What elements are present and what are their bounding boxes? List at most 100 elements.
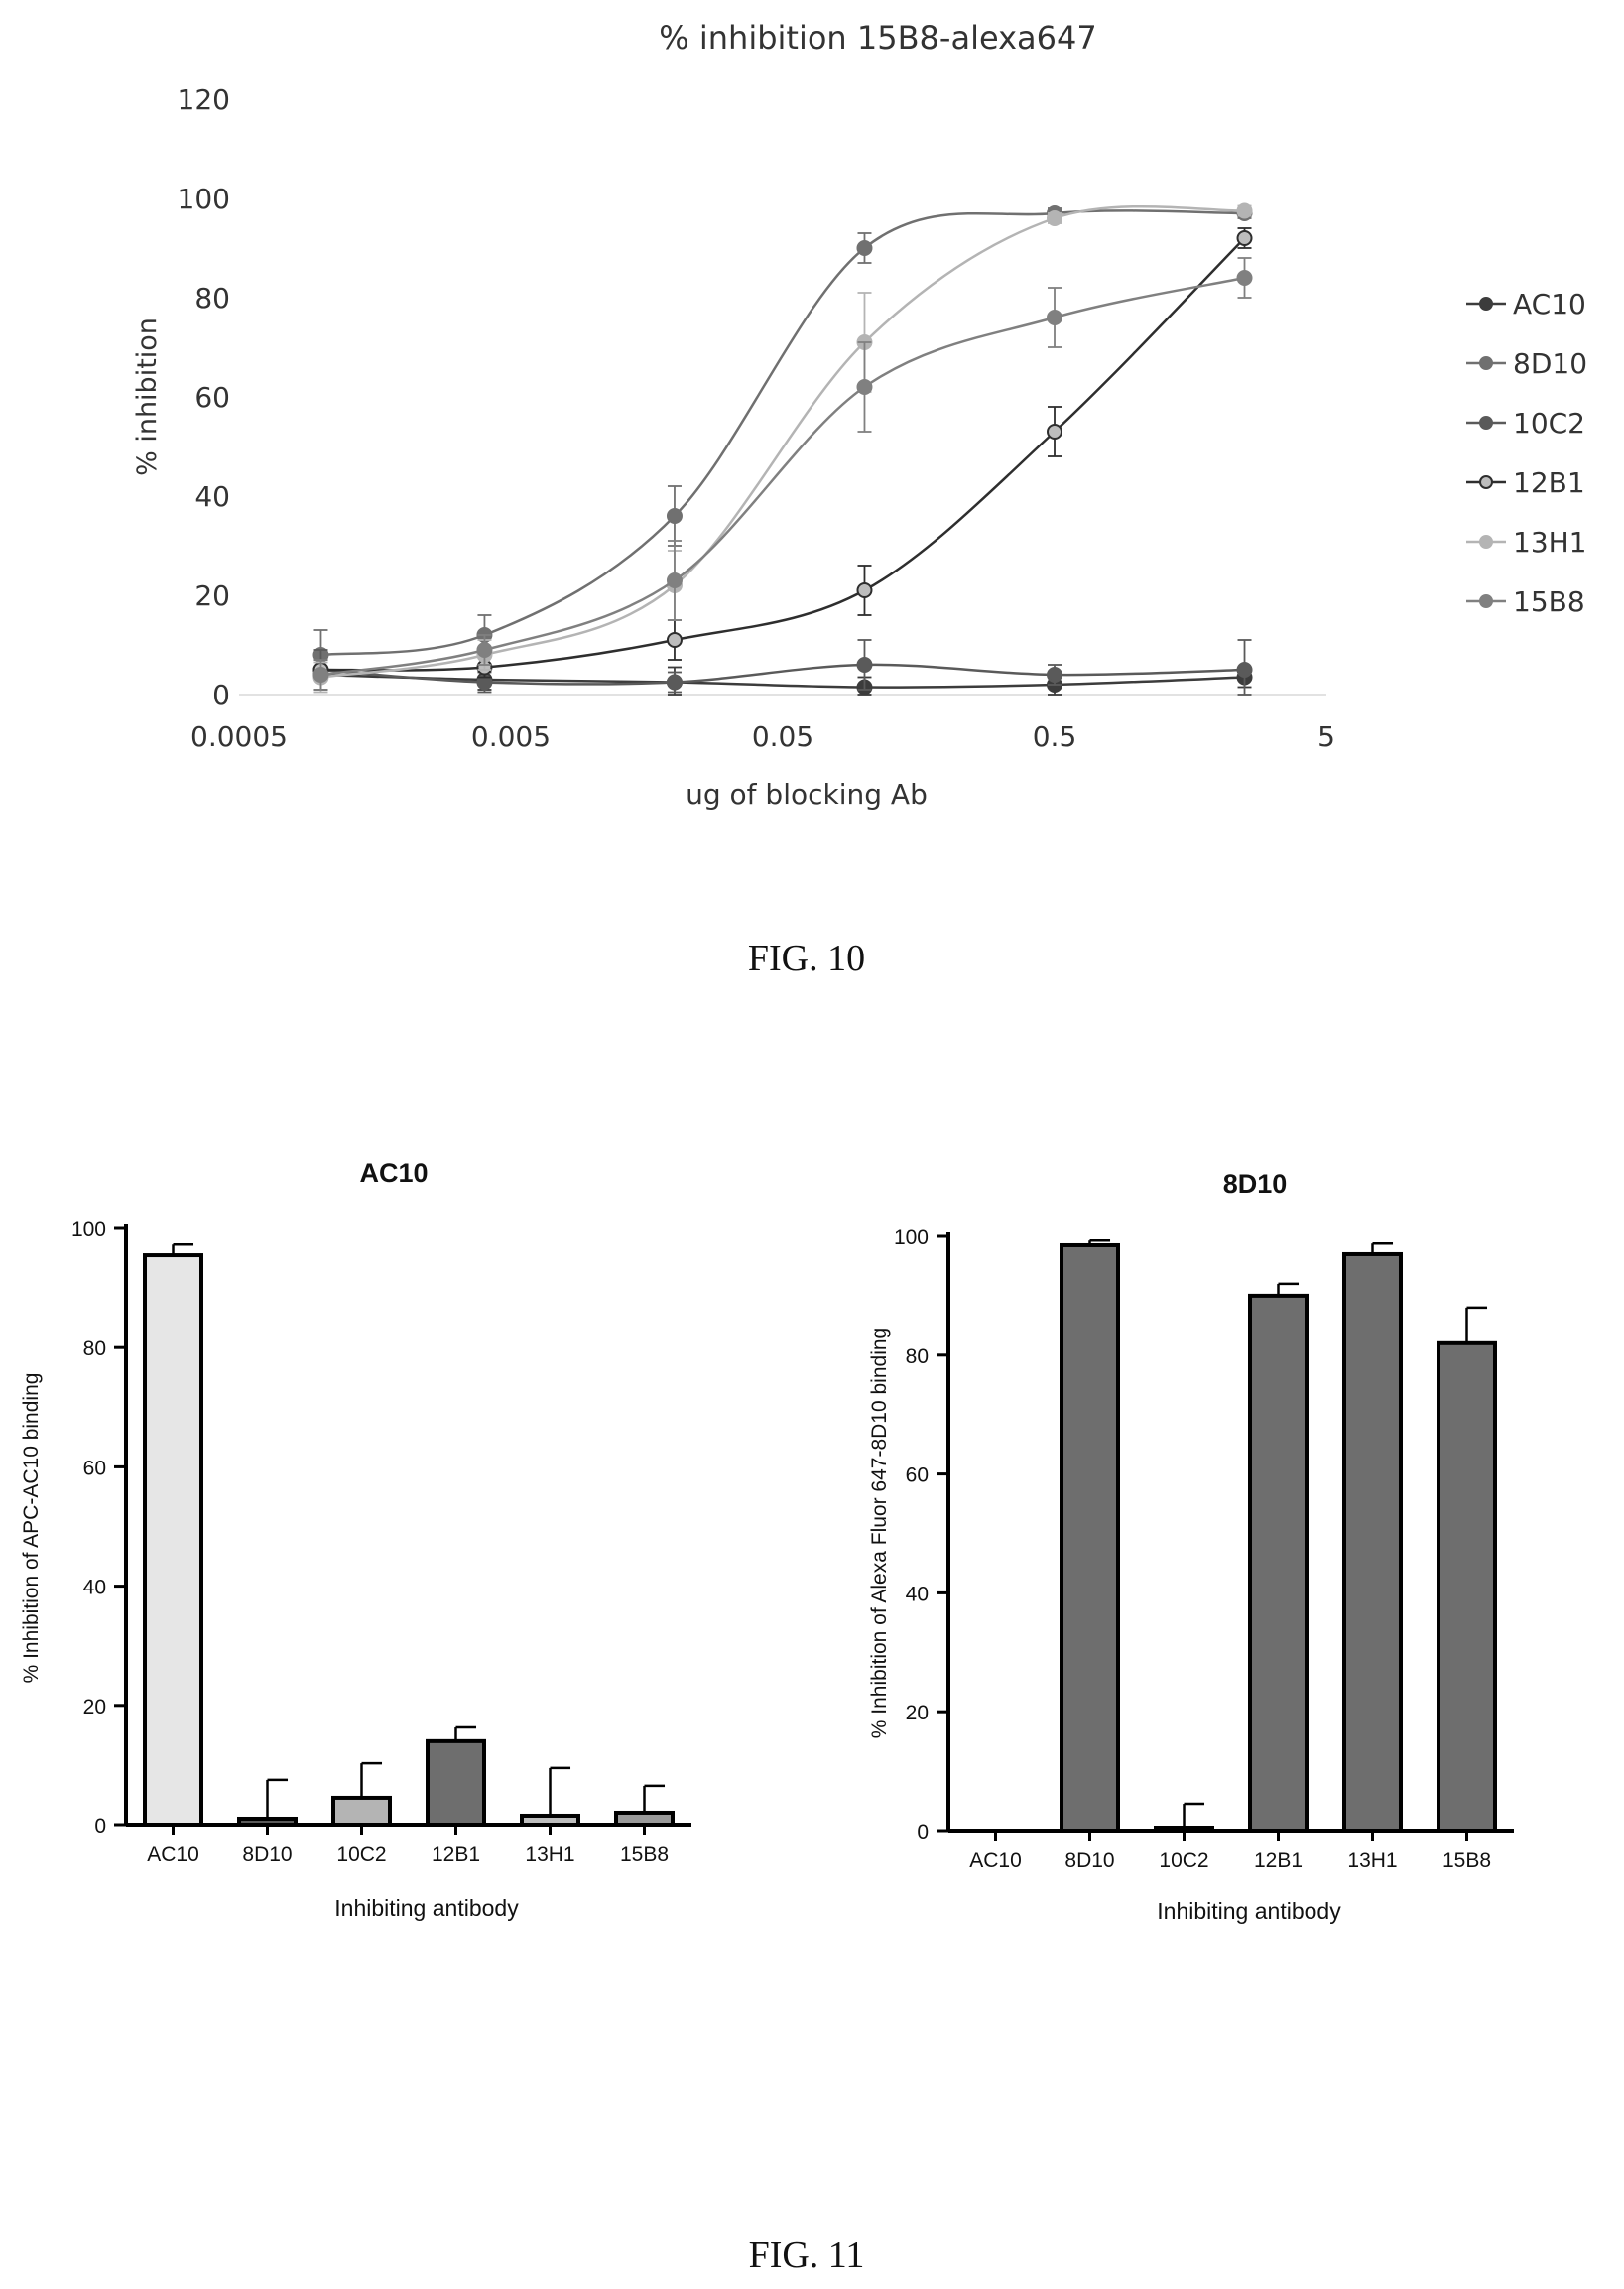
x-tick-label: 0.5 bbox=[1033, 720, 1077, 753]
x-tick-label: 10C2 bbox=[1159, 1849, 1208, 1872]
x-axis-label: ug of blocking Ab bbox=[686, 778, 928, 811]
bar-10c2 bbox=[331, 1795, 392, 1827]
y-tick-label: 80 bbox=[906, 1345, 929, 1368]
data-point bbox=[856, 379, 873, 395]
bar-15b8 bbox=[1437, 1340, 1497, 1833]
y-tick-label: 100 bbox=[71, 1218, 106, 1241]
y-tick-label: 0 bbox=[212, 679, 230, 711]
y-tick-label: 100 bbox=[894, 1226, 929, 1249]
y-tick-label: 40 bbox=[83, 1577, 106, 1599]
legend-label: 13H1 bbox=[1513, 526, 1587, 559]
data-point bbox=[856, 240, 873, 256]
y-tick-label: 20 bbox=[194, 579, 230, 612]
series-line bbox=[320, 276, 1245, 677]
legend-swatch-marker bbox=[1479, 594, 1493, 608]
legend-item-8d10: 8D10 bbox=[1466, 347, 1587, 380]
legend-swatch-marker bbox=[1479, 297, 1493, 311]
y-tick-label: 80 bbox=[83, 1337, 106, 1360]
y-tick-labels: 0 20 40 60 80 100 120 bbox=[178, 83, 230, 711]
x-tick-label: AC10 bbox=[969, 1849, 1022, 1872]
legend: AC10 8D10 10C2 12B1 13H1 15B8 bbox=[1466, 288, 1587, 618]
bar-10c2 bbox=[1154, 1826, 1214, 1834]
x-tick-label: 0.005 bbox=[471, 720, 551, 753]
y-axis-label: % Inhibition of Alexa Fluor 647-8D10 bin… bbox=[868, 1328, 891, 1738]
data-point bbox=[476, 642, 493, 658]
bar-13h1 bbox=[520, 1813, 580, 1827]
legend-label: 15B8 bbox=[1513, 585, 1585, 618]
series-13h1 bbox=[312, 202, 1253, 694]
x-axis-label: Inhibiting antibody bbox=[334, 1895, 519, 1921]
bar-12b1 bbox=[426, 1738, 486, 1827]
fig11-bar-chart-ac10: AC10 % Inhibition of APC-AC10 binding Inhi… bbox=[20, 1158, 691, 1921]
legend-label: 10C2 bbox=[1513, 407, 1585, 440]
bar-ac10 bbox=[143, 1253, 203, 1828]
series-15b8 bbox=[312, 257, 1253, 691]
y-tick-label: 60 bbox=[906, 1464, 929, 1487]
bar-8d10 bbox=[1060, 1242, 1120, 1833]
bar-8d10 bbox=[237, 1816, 298, 1827]
series-line bbox=[320, 673, 1245, 689]
y-tick-label: 40 bbox=[194, 480, 230, 513]
bar-15b8 bbox=[614, 1810, 675, 1827]
data-point bbox=[1236, 270, 1253, 286]
data-point bbox=[666, 572, 683, 588]
data-point bbox=[856, 657, 873, 673]
x-tick-label: 5 bbox=[1317, 720, 1335, 753]
legend-item-13h1: 13H1 bbox=[1466, 526, 1587, 559]
x-tick-label: 8D10 bbox=[242, 1844, 292, 1866]
x-tick-label: 13H1 bbox=[1347, 1849, 1397, 1872]
x-tick-labels: 0.0005 0.005 0.05 0.5 5 bbox=[190, 720, 1335, 753]
data-point bbox=[1236, 662, 1253, 678]
x-tick-label: 15B8 bbox=[1442, 1849, 1491, 1872]
data-point bbox=[856, 582, 873, 598]
data-point bbox=[1047, 210, 1062, 226]
x-tick-label: 15B8 bbox=[620, 1844, 669, 1866]
series-line bbox=[320, 204, 1245, 679]
data-point bbox=[1047, 667, 1062, 683]
legend-item-15b8: 15B8 bbox=[1466, 585, 1585, 618]
series-line bbox=[320, 209, 1245, 657]
y-tick-label: 0 bbox=[94, 1815, 106, 1838]
bar-13h1 bbox=[1342, 1251, 1403, 1833]
data-point bbox=[666, 632, 683, 648]
figure-caption-10: FIG. 10 bbox=[748, 938, 865, 979]
x-tick-label: AC10 bbox=[147, 1844, 199, 1866]
legend-label: AC10 bbox=[1513, 288, 1586, 320]
y-tick-label: 40 bbox=[906, 1583, 929, 1605]
data-point bbox=[1236, 202, 1253, 219]
y-axis-label: % inhibition bbox=[132, 318, 163, 476]
chart-title: % inhibition 15B8-alexa647 bbox=[659, 19, 1096, 57]
legend-label: 8D10 bbox=[1513, 347, 1587, 380]
legend-item-12b1: 12B1 bbox=[1466, 466, 1585, 499]
legend-swatch-marker bbox=[1479, 416, 1493, 430]
y-tick-label: 20 bbox=[906, 1702, 929, 1724]
x-tick-label: 8D10 bbox=[1064, 1849, 1114, 1872]
series-line bbox=[320, 237, 1246, 672]
data-point bbox=[666, 508, 683, 524]
y-tick-label: 60 bbox=[194, 381, 230, 414]
chart-title: 8D10 bbox=[1223, 1169, 1288, 1199]
y-tick-label: 60 bbox=[83, 1457, 106, 1479]
x-tick-label: 12B1 bbox=[1254, 1849, 1303, 1872]
chart-title: AC10 bbox=[359, 1158, 428, 1188]
legend-label: 12B1 bbox=[1513, 466, 1585, 499]
data-point bbox=[1047, 310, 1062, 325]
data-point bbox=[666, 674, 683, 691]
series-line bbox=[320, 663, 1245, 686]
y-tick-label: 80 bbox=[194, 282, 230, 315]
fig11-bar-chart-8d10: 8D10 % Inhibition of Alexa Fluor 647-8D10… bbox=[868, 1169, 1514, 1924]
x-tick-label: 13H1 bbox=[525, 1844, 574, 1866]
y-tick-label: 20 bbox=[83, 1696, 106, 1718]
legend-item-10c2: 10C2 bbox=[1466, 407, 1585, 440]
series-lines bbox=[312, 202, 1253, 696]
x-tick-label: 0.05 bbox=[752, 720, 813, 753]
series-8d10 bbox=[312, 205, 1253, 681]
series-ac10 bbox=[312, 659, 1253, 696]
x-tick-label: 10C2 bbox=[336, 1844, 386, 1866]
figure-caption-11: FIG. 11 bbox=[749, 2234, 865, 2276]
fig10-line-chart: % inhibition 15B8-alexa647 % inhibition … bbox=[132, 19, 1587, 811]
legend-item-ac10: AC10 bbox=[1466, 288, 1586, 320]
y-tick-label: 0 bbox=[917, 1821, 929, 1844]
legend-swatch-marker bbox=[1479, 535, 1493, 549]
